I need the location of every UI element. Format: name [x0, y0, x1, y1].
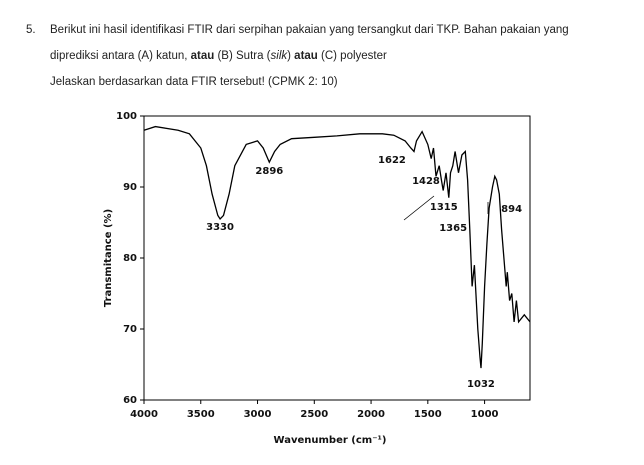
- spectrum-line: [143, 125, 531, 369]
- x-tick-label: 1500: [414, 409, 442, 420]
- peak-label: 1365: [439, 223, 467, 234]
- text: atau: [191, 50, 215, 62]
- x-axis-label: Wavenumber (cm⁻¹): [274, 435, 387, 446]
- text: (C) polyester: [318, 50, 387, 62]
- y-tick-label: 60: [123, 395, 137, 406]
- x-tick-label: 3000: [244, 409, 272, 420]
- y-tick-label: 90: [123, 182, 137, 193]
- leader-line: [403, 195, 435, 221]
- text: (B) Sutra (: [214, 50, 270, 62]
- text: diprediksi antara (A) katun,: [50, 50, 191, 62]
- question-line: Jelaskan berdasarkan data FTIR tersebut!…: [50, 76, 338, 88]
- peak-label: 3330: [206, 222, 234, 233]
- x-tick-label: 1000: [471, 409, 499, 420]
- y-tick-label: 100: [116, 111, 137, 122]
- peak-label: 1315: [430, 202, 458, 213]
- question-line: diprediksi antara (A) katun, atau (B) Su…: [50, 50, 387, 62]
- y-axis-label: Transmitance (%): [103, 209, 114, 307]
- y-tick-label: 80: [123, 253, 137, 264]
- text: silk: [271, 50, 289, 62]
- text: atau: [294, 50, 318, 62]
- peak-label: 894: [501, 204, 522, 215]
- peak-label: 1622: [378, 155, 406, 166]
- x-tick-label: 2500: [300, 409, 328, 420]
- plot-frame: [143, 115, 531, 401]
- text: ): [287, 50, 294, 62]
- peak-label: 2896: [255, 166, 283, 177]
- x-tick-label: 2000: [357, 409, 385, 420]
- question-line: Berikut ini hasil identifikasi FTIR dari…: [50, 24, 569, 36]
- y-tick-label: 70: [123, 324, 137, 335]
- peak-label: 1428: [412, 176, 440, 187]
- x-tick-label: 4000: [130, 409, 158, 420]
- question-number: 5.: [26, 24, 36, 36]
- x-tick-label: 3500: [187, 409, 215, 420]
- peak-label: 1032: [467, 379, 495, 390]
